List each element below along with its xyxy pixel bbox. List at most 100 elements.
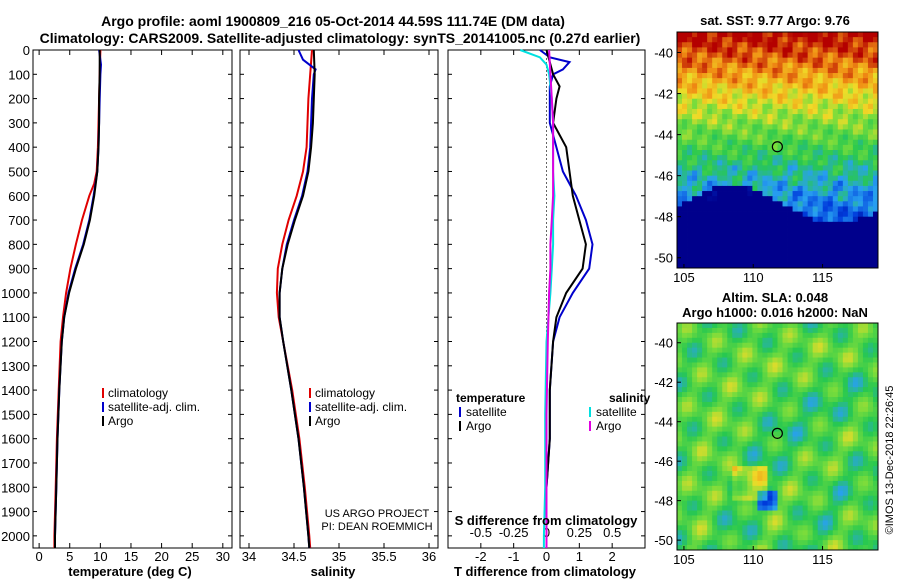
map-cell [767,88,773,94]
map-cell [847,103,854,110]
map-cell [727,129,733,136]
map-cell [712,134,718,141]
map-cell [722,119,728,125]
map-cell [732,475,738,482]
map-cell [802,139,809,146]
map-cell [862,540,869,546]
map-cell [867,134,874,141]
map-cell [782,406,788,413]
map-cell [767,201,773,207]
map-cell [832,406,839,413]
map-cell [757,247,763,254]
map-cell [837,456,844,462]
map-cell [777,165,783,171]
map-cell [827,352,834,358]
map-cell [677,416,683,423]
map-cell [867,52,874,59]
map-cell [872,397,879,403]
map-cell [837,216,844,223]
map-cell [727,362,733,368]
map-cell [722,73,728,79]
map-cell [762,134,768,141]
map-cell [782,221,788,228]
map-cell [867,525,874,531]
map-cell [717,206,723,212]
map-cell [857,441,864,447]
map-cell [747,441,753,447]
map-cell [722,490,728,497]
y-tick-label: 1800 [1,480,30,495]
map-cell [792,237,799,243]
map-cell [782,175,788,182]
map-cell [797,144,804,151]
map-cell [772,247,778,254]
map-cell [852,191,859,197]
map-cell [702,262,708,269]
map-cell [742,495,748,502]
map-cell [782,262,788,269]
map-cell [687,357,693,363]
t-diff-xlabel: T difference from climatology [454,564,637,579]
map-cell [717,103,723,110]
map-cell [867,124,874,130]
map-cell [862,421,869,428]
map-cell [802,535,809,541]
map-cell [757,201,763,207]
map-cell [722,191,728,197]
map-cell [772,257,778,264]
map-cell [777,57,783,64]
map-cell [787,78,793,84]
map-cell [872,73,879,79]
map-cell [802,191,809,197]
map-cell [712,367,718,373]
map-cell [687,401,693,408]
map-cell [872,175,879,182]
map-cell [757,372,763,378]
map-cell [772,191,778,197]
map-cell [732,421,738,428]
map-cell [827,52,834,59]
map-cell [747,67,753,74]
map-cell [812,185,819,192]
map-cell [767,108,773,115]
map-cell [792,175,799,182]
map-cell [822,461,829,467]
map-cell [707,535,713,541]
credit-project: US ARGO PROJECT [325,508,430,520]
map-cell [837,93,844,100]
map-cell [722,232,728,238]
map-cell [772,451,778,457]
map-cell [702,211,708,218]
map-cell [692,32,698,38]
map-cell [687,367,693,373]
map-cell [807,416,814,423]
map-cell [852,129,859,136]
map-cell [812,342,819,349]
map-cell [777,342,783,349]
map-cell [847,93,854,100]
map-y-tick-label: -48 [654,210,673,225]
map-cell [872,226,879,233]
map-cell [692,124,698,130]
map-cell [692,397,698,403]
map-cell [687,337,693,344]
map-cell [757,485,763,492]
map-cell [747,362,753,368]
map-cell [867,252,874,259]
map-cell [772,47,778,53]
map-cell [857,144,864,151]
map-cell [782,485,788,492]
map-cell [852,42,859,48]
map-cell [697,530,703,536]
map-cell [747,252,753,259]
map-cell [682,196,688,202]
map-cell [857,525,864,531]
legend-title-salinity: salinity [609,391,651,405]
map-cell [677,88,683,94]
map-cell [817,78,824,84]
map-cell [742,362,748,368]
map-cell [737,520,743,526]
map-cell [722,165,728,171]
map-cell [792,421,799,428]
map-cell [807,119,814,125]
